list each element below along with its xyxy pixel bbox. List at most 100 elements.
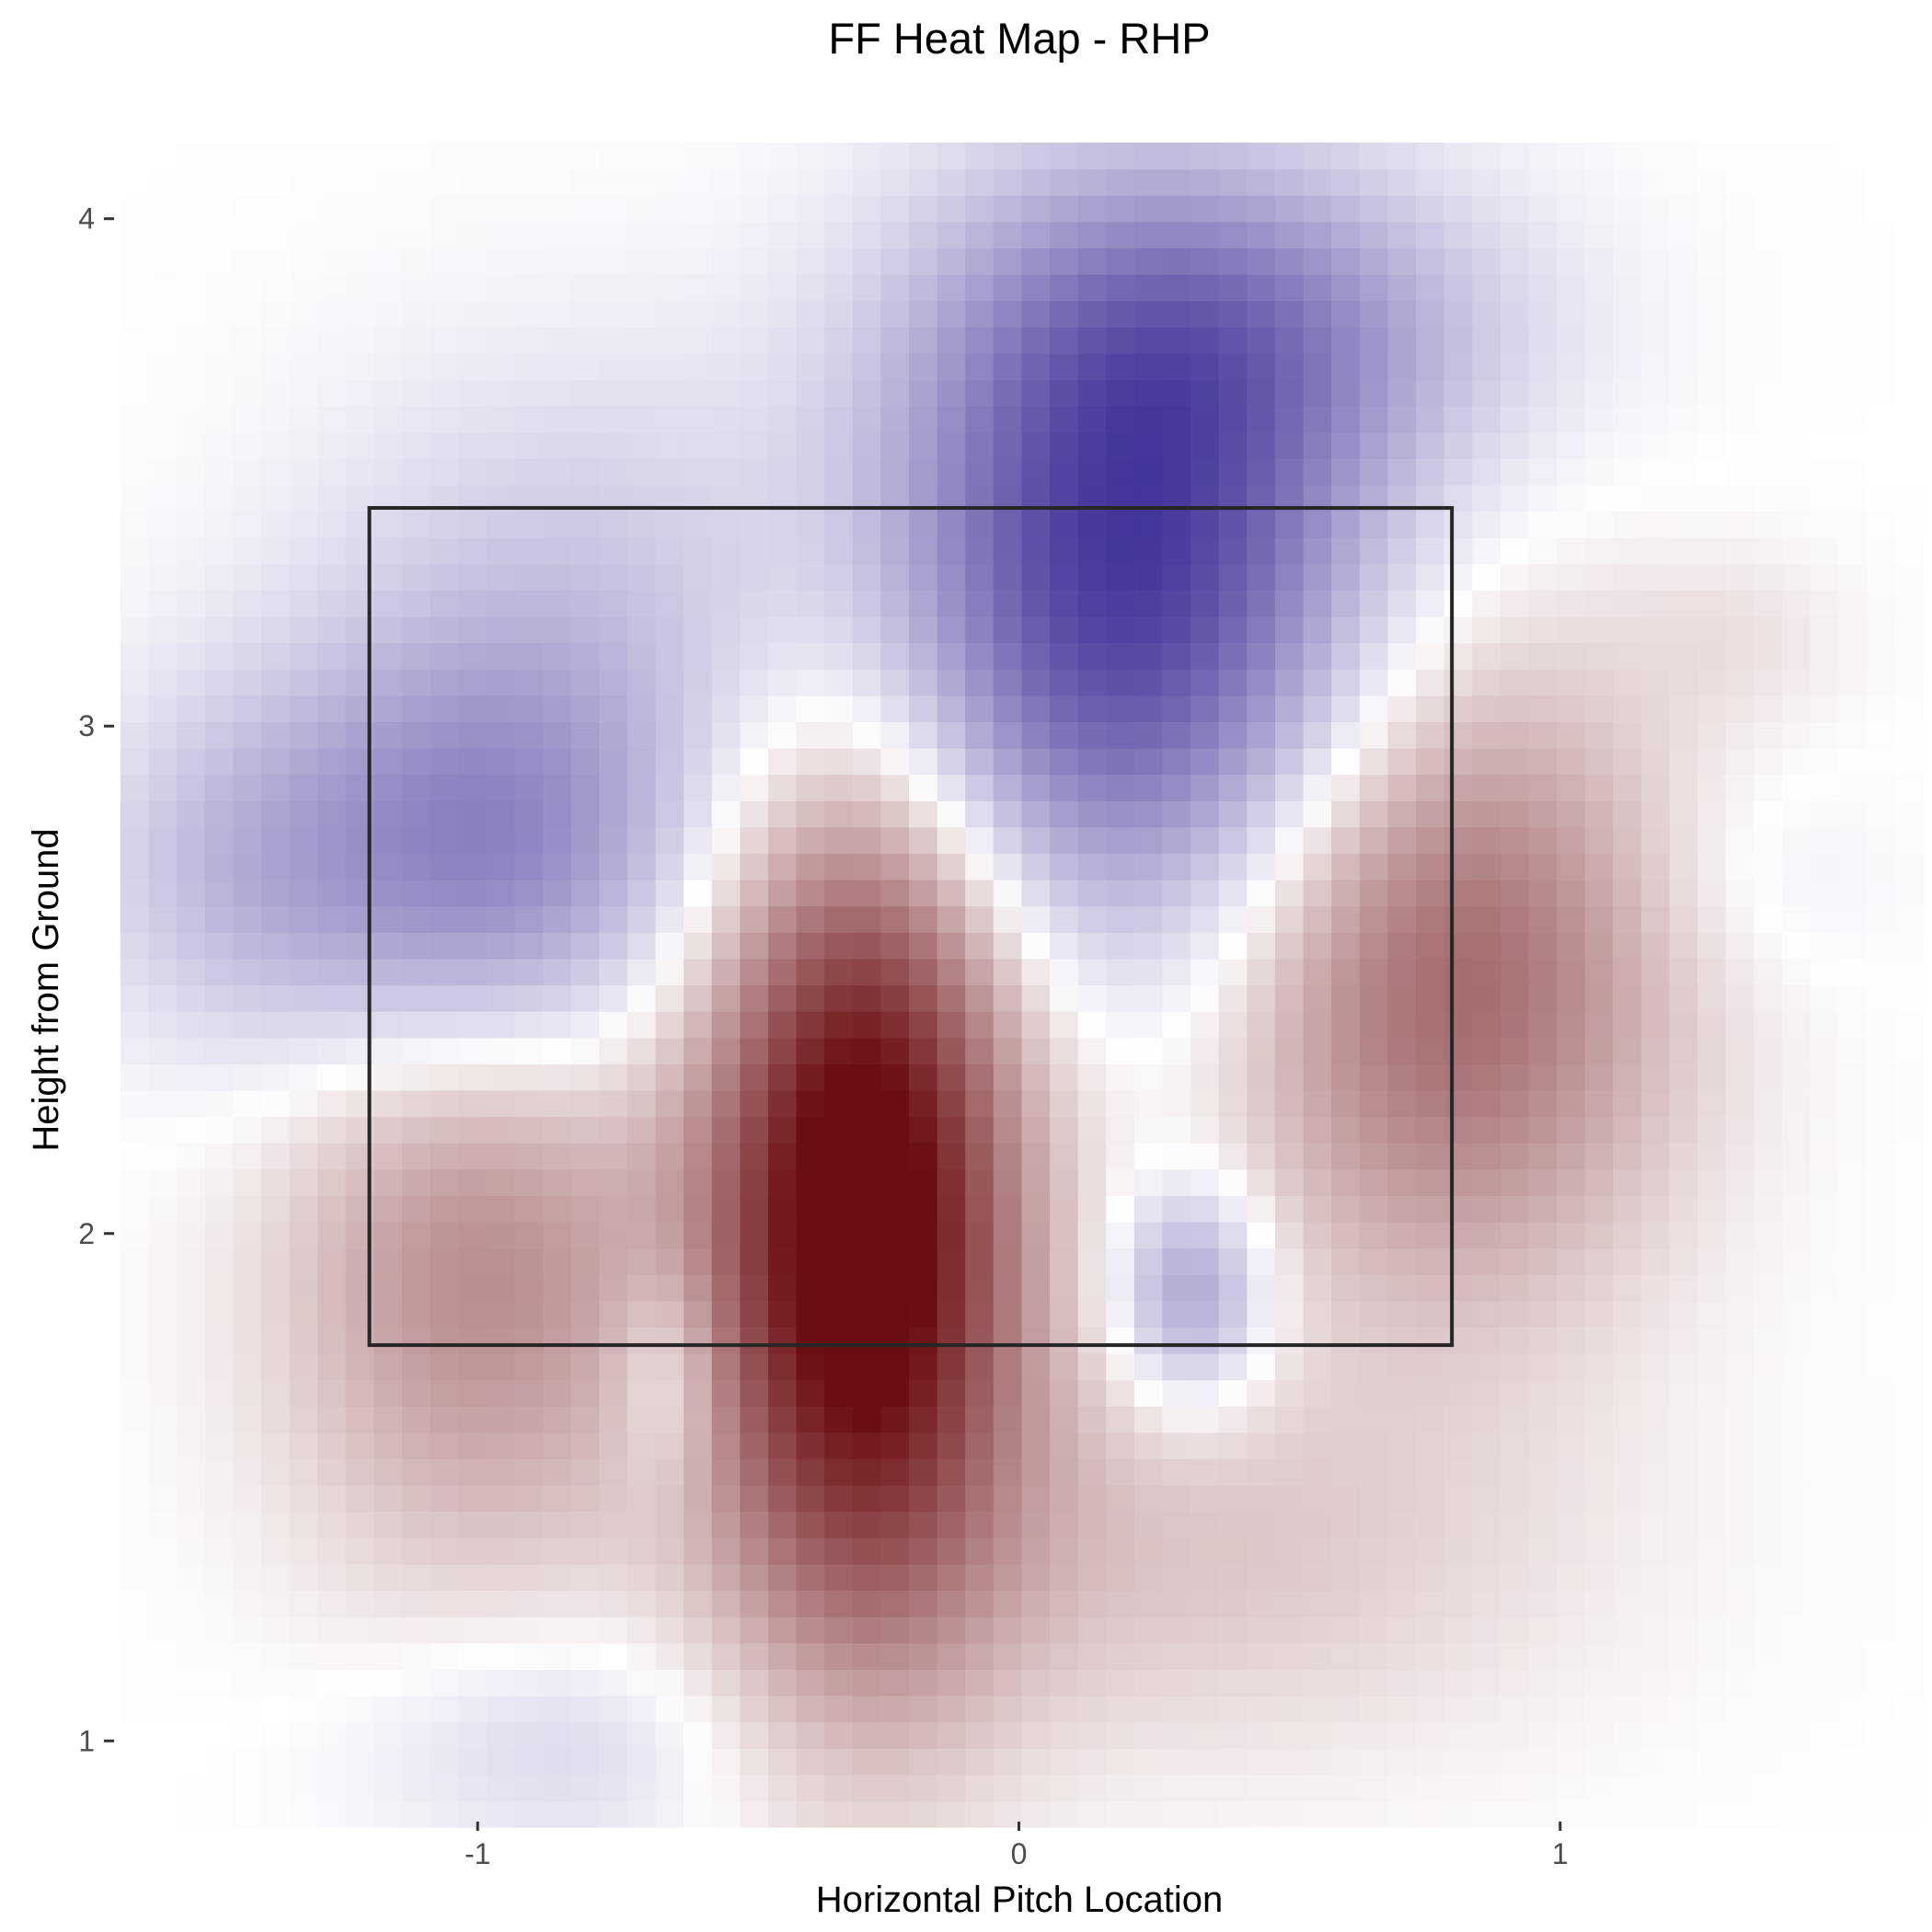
- heatmap-cell: [993, 352, 1023, 381]
- heatmap-cell: [1725, 1116, 1754, 1144]
- heatmap-cell: [1021, 1748, 1051, 1776]
- heatmap-cell: [767, 1274, 798, 1302]
- heatmap-cell: [148, 669, 178, 696]
- heatmap-cell: [1810, 352, 1839, 381]
- heatmap-cell: [1331, 1563, 1361, 1592]
- heatmap-cell: [1754, 826, 1783, 855]
- heatmap-cell: [1021, 721, 1051, 749]
- heatmap-cell: [233, 195, 262, 223]
- heatmap-cell: [374, 590, 403, 617]
- heatmap-cell: [1640, 1721, 1671, 1749]
- heatmap-cell: [570, 537, 600, 565]
- heatmap-cell: [1359, 721, 1388, 749]
- heatmap-cell: [1528, 1406, 1558, 1433]
- heatmap-cell: [1331, 1037, 1361, 1064]
- heatmap-cell: [1331, 563, 1361, 591]
- heatmap-cell: [1359, 1537, 1388, 1565]
- heatmap-cell: [655, 1353, 684, 1381]
- heatmap-cell: [937, 143, 966, 170]
- heatmap-cell: [1754, 1222, 1783, 1249]
- heatmap-cell: [1247, 1485, 1276, 1512]
- heatmap-cell: [177, 274, 206, 302]
- heatmap-cell: [204, 1695, 234, 1723]
- heatmap-cell: [1416, 1300, 1445, 1328]
- heatmap-cell: [993, 300, 1023, 328]
- heatmap-cell: [1416, 1222, 1445, 1249]
- heatmap-cell: [937, 1353, 966, 1381]
- heatmap-cell: [289, 195, 318, 223]
- heatmap-cell: [1754, 984, 1783, 1012]
- heatmap-cell: [1725, 1537, 1754, 1565]
- heatmap-cell: [1754, 615, 1783, 644]
- heatmap-cell: [1133, 1485, 1164, 1512]
- heatmap-cell: [1866, 537, 1895, 565]
- heatmap-cell: [1472, 1300, 1501, 1328]
- heatmap-cell: [1077, 1300, 1107, 1328]
- heatmap-cell: [1725, 537, 1754, 565]
- heatmap-cell: [1331, 1669, 1361, 1696]
- heatmap-cell: [824, 932, 854, 960]
- heatmap-cell: [1303, 1563, 1332, 1592]
- heatmap-cell: [1331, 1222, 1361, 1249]
- heatmap-cell: [880, 1458, 910, 1486]
- heatmap-cell: [1331, 590, 1361, 617]
- heatmap-cell: [627, 431, 657, 459]
- heatmap-cell: [345, 1379, 374, 1407]
- heatmap-cell: [120, 1616, 150, 1644]
- heatmap-cell: [1190, 932, 1220, 960]
- heatmap-cell: [1247, 1274, 1276, 1302]
- heatmap-cell: [880, 1379, 910, 1407]
- heatmap-cell: [1866, 1064, 1895, 1091]
- heatmap-cell: [1218, 958, 1248, 986]
- heatmap-cell: [1416, 1590, 1445, 1617]
- heatmap-cell: [1640, 1116, 1671, 1144]
- heatmap-cell: [177, 300, 206, 328]
- heatmap-cell: [1528, 247, 1558, 275]
- heatmap-cell: [1866, 1248, 1895, 1275]
- heatmap-cell: [1472, 1222, 1501, 1249]
- heatmap-cell: [1472, 1642, 1501, 1670]
- heatmap-cell: [1697, 984, 1727, 1012]
- heatmap-cell: [965, 800, 995, 828]
- heatmap-cell: [514, 511, 544, 538]
- heatmap-cell: [1781, 1590, 1811, 1617]
- heatmap-cell: [880, 1274, 910, 1302]
- heatmap-cell: [543, 958, 572, 986]
- heatmap-cell: [1810, 1353, 1839, 1381]
- heatmap-cell: [599, 1195, 628, 1223]
- heatmap-cell: [1106, 1248, 1135, 1275]
- heatmap-cell: [1500, 247, 1530, 275]
- heatmap-cell: [1697, 1300, 1727, 1328]
- heatmap-cell: [1416, 1353, 1445, 1381]
- heatmap-cell: [1387, 1274, 1417, 1302]
- heatmap-cell: [1781, 695, 1811, 723]
- heatmap-cell: [317, 1300, 347, 1328]
- heatmap-cell: [345, 1774, 374, 1802]
- heatmap-cell: [1133, 406, 1164, 433]
- heatmap-cell: [1050, 431, 1079, 459]
- heatmap-cell: [514, 1642, 544, 1670]
- heatmap-cell: [514, 1669, 544, 1696]
- heatmap-cell: [796, 1353, 825, 1381]
- heatmap-cell: [740, 1327, 769, 1354]
- heatmap-cell: [711, 352, 741, 381]
- heatmap-cell: [909, 300, 938, 328]
- heatmap-cell: [514, 932, 544, 960]
- heatmap-cell: [740, 1432, 769, 1460]
- heatmap-cell: [1218, 669, 1248, 696]
- heatmap-cell: [1584, 511, 1614, 538]
- heatmap-cell: [937, 1563, 966, 1592]
- heatmap-cell: [909, 1143, 938, 1170]
- heatmap-cell: [458, 880, 488, 907]
- heatmap-cell: [1810, 905, 1839, 933]
- heatmap-cell: [1528, 880, 1558, 907]
- heatmap-cell: [1050, 1274, 1079, 1302]
- heatmap-cell: [711, 458, 741, 486]
- heatmap-cell: [1500, 1168, 1530, 1196]
- heatmap-cell: [965, 1353, 995, 1381]
- heatmap-cell: [1331, 1143, 1361, 1170]
- heatmap-cell: [937, 1222, 966, 1249]
- heatmap-cell: [796, 1695, 825, 1723]
- heatmap-cell: [430, 431, 459, 459]
- heatmap-cell: [684, 853, 713, 880]
